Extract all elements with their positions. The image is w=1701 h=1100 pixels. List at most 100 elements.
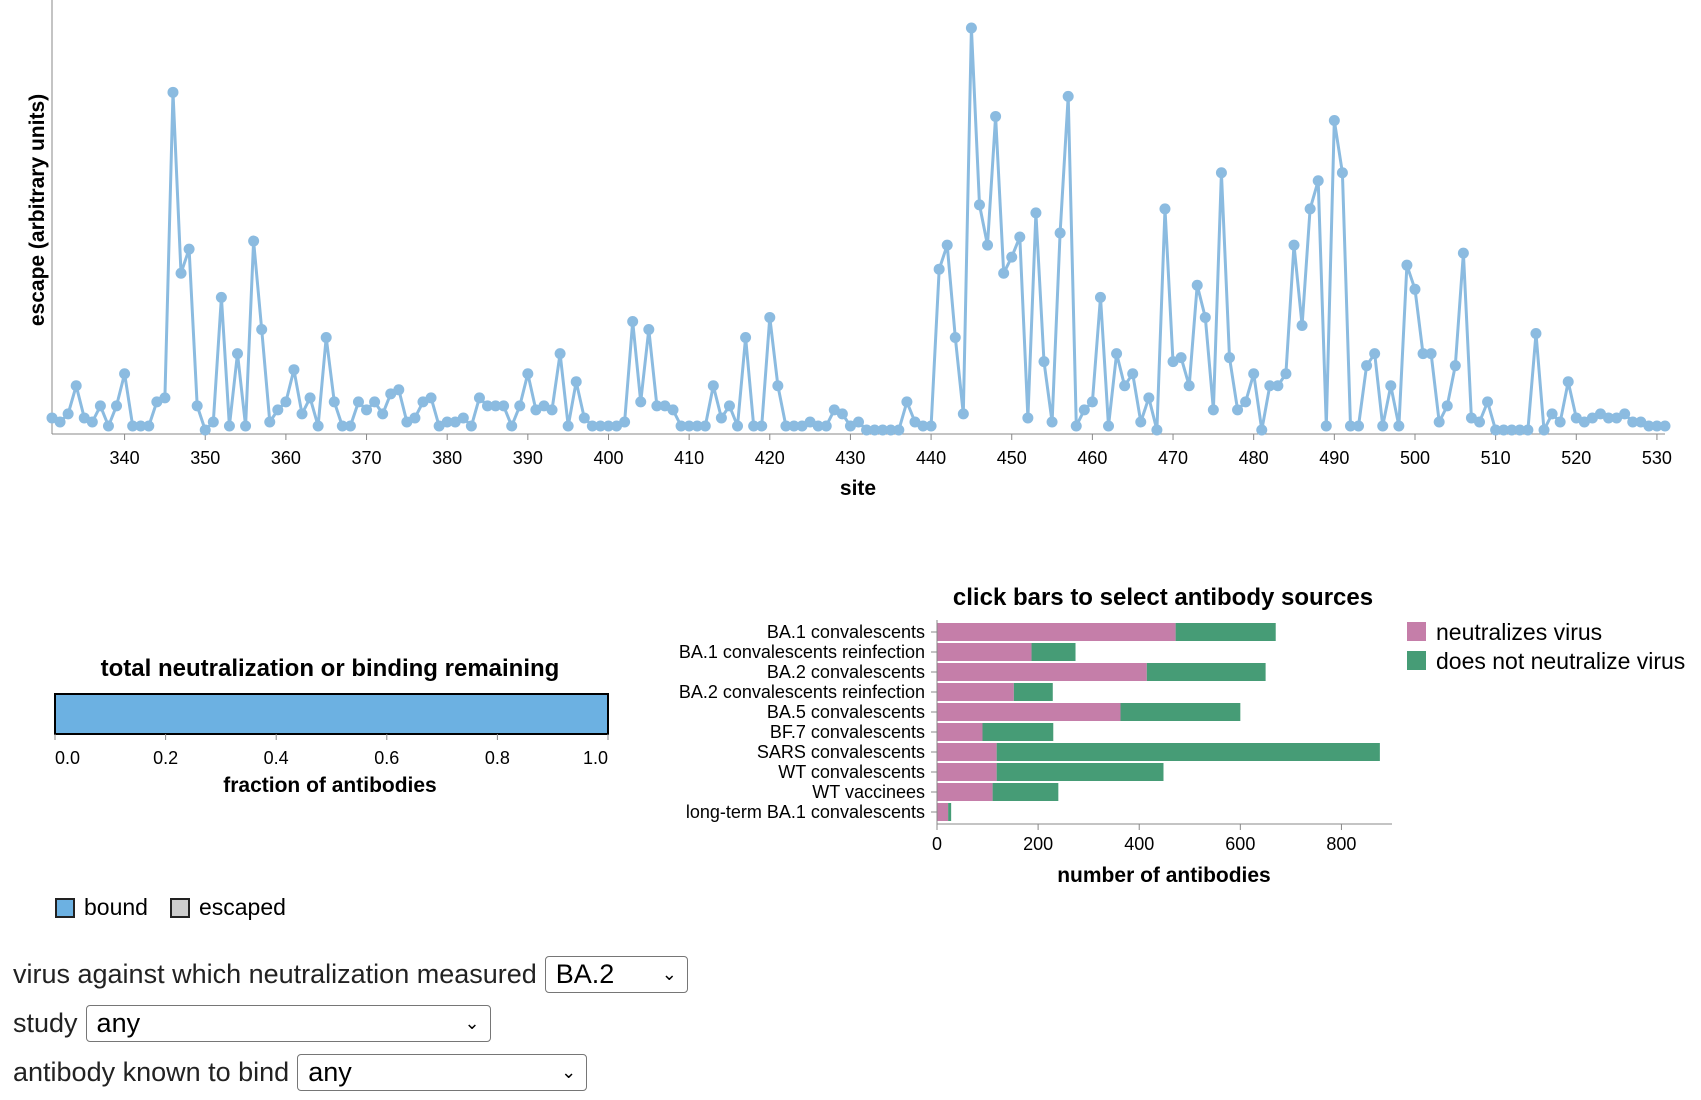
escape-point[interactable] [1538,424,1550,436]
bar-row[interactable]: BA.2 convalescents reinfection [679,682,1053,702]
escape-point[interactable] [207,416,219,428]
escape-point[interactable] [1506,424,1518,436]
escape-point[interactable] [473,392,485,404]
escape-point[interactable] [554,348,566,360]
escape-point[interactable] [635,396,647,408]
escape-point[interactable] [1062,90,1074,102]
escape-point[interactable] [465,420,477,432]
escape-point[interactable] [1119,380,1131,392]
escape-point[interactable] [1191,279,1203,291]
escape-point[interactable] [1215,167,1227,179]
bar-row[interactable]: BA.1 convalescents [767,622,1276,642]
bar-segment[interactable] [937,803,949,821]
escape-point[interactable] [191,400,203,412]
escape-point[interactable] [457,412,469,424]
escape-point[interactable] [86,416,98,428]
escape-point[interactable] [1498,424,1510,436]
escape-point[interactable] [820,420,832,432]
escape-point[interactable] [1127,368,1139,380]
escape-point[interactable] [1248,368,1260,380]
bar-row[interactable]: BA.1 convalescents reinfection [679,642,1076,662]
escape-point[interactable] [651,400,663,412]
escape-point[interactable] [1304,203,1316,215]
bar-segment[interactable] [937,783,993,801]
bar-segment[interactable] [1013,683,1053,701]
escape-point[interactable] [982,239,994,251]
escape-point[interactable] [425,392,437,404]
escape-point[interactable] [264,416,276,428]
escape-point[interactable] [1619,408,1631,420]
escape-point[interactable] [1046,416,1058,428]
escape-point[interactable] [998,267,1010,279]
escape-point[interactable] [764,311,776,323]
escape-point[interactable] [1522,424,1534,436]
escape-point[interactable] [54,416,66,428]
escape-point[interactable] [957,408,969,420]
escape-point[interactable] [1377,420,1389,432]
escape-point[interactable] [1223,352,1235,364]
escape-point[interactable] [1143,392,1155,404]
escape-point[interactable] [1425,348,1437,360]
escape-point[interactable] [1562,376,1574,388]
escape-point[interactable] [409,412,421,424]
escape-point[interactable] [94,400,106,412]
escape-point[interactable] [885,424,897,436]
escape-point[interactable] [1393,420,1405,432]
escape-point[interactable] [1280,368,1292,380]
escape-point[interactable] [1490,424,1502,436]
escape-point[interactable] [1482,396,1494,408]
bar-segment[interactable] [937,723,983,741]
escape-point[interactable] [183,243,195,255]
escape-point[interactable] [965,22,977,34]
escape-point[interactable] [1441,400,1453,412]
escape-point[interactable] [1070,420,1082,432]
escape-point[interactable] [215,291,227,303]
escape-point[interactable] [1103,420,1115,432]
escape-point[interactable] [328,396,340,408]
bar-segment[interactable] [992,783,1059,801]
escape-point[interactable] [699,420,711,432]
bar-row[interactable]: WT vaccinees [812,782,1059,802]
escape-point[interactable] [740,332,752,344]
escape-point[interactable] [352,396,364,408]
escape-point[interactable] [119,368,131,380]
escape-point[interactable] [1240,396,1252,408]
escape-point[interactable] [111,400,123,412]
escape-point[interactable] [619,416,631,428]
escape-point[interactable] [941,239,953,251]
escape-point[interactable] [1264,380,1276,392]
escape-point[interactable] [280,396,292,408]
escape-point[interactable] [1151,424,1163,436]
escape-point[interactable] [304,392,316,404]
escape-point[interactable] [1111,348,1123,360]
bar-row[interactable]: BF.7 convalescents [770,722,1054,742]
escape-point[interactable] [1030,207,1042,219]
escape-point[interactable] [1320,420,1332,432]
escape-point[interactable] [1344,420,1356,432]
bar-row[interactable]: BA.2 convalescents [767,662,1266,682]
escape-point[interactable] [240,420,252,432]
escape-point[interactable] [336,420,348,432]
escape-point[interactable] [1256,424,1268,436]
escape-point[interactable] [506,420,518,432]
escape-point[interactable] [175,267,187,279]
escape-point[interactable] [1474,416,1486,428]
escape-point[interactable] [361,404,373,416]
escape-point[interactable] [248,235,260,247]
escape-point[interactable] [1288,239,1300,251]
escape-point[interactable] [869,424,881,436]
bar-segment[interactable] [996,743,1380,761]
escape-point[interactable] [578,412,590,424]
escape-point[interactable] [288,364,300,376]
escape-point[interactable] [1296,319,1308,331]
escape-point[interactable] [1272,380,1284,392]
escape-point[interactable] [1643,420,1655,432]
bar-row[interactable]: WT convalescents [778,762,1164,782]
escape-point[interactable] [602,420,614,432]
escape-point[interactable] [1183,380,1195,392]
escape-point[interactable] [1199,311,1211,323]
escape-point[interactable] [1054,227,1066,239]
escape-point[interactable] [586,420,598,432]
escape-point[interactable] [1554,416,1566,428]
escape-point[interactable] [70,380,82,392]
